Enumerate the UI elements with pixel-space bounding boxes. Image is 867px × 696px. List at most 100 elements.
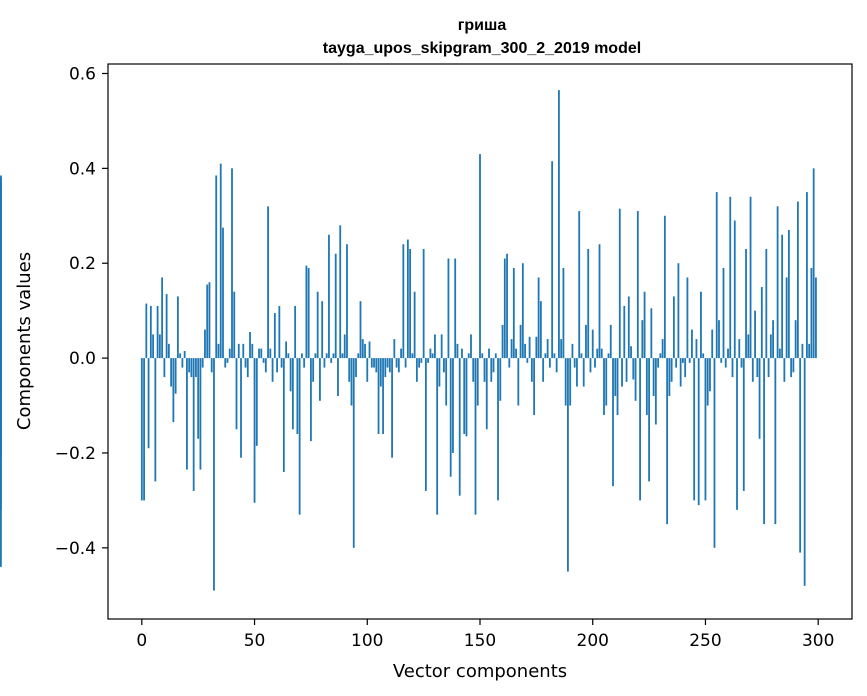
bar-76 — [312, 358, 315, 382]
x-axis-label: Vector components — [393, 661, 567, 682]
bar-181 — [548, 358, 551, 368]
bar-111 — [391, 358, 393, 458]
bar-59 — [273, 313, 276, 359]
bar-14 — [172, 358, 175, 423]
bar-238 — [677, 263, 680, 359]
bar-261 — [729, 196, 732, 359]
bar-43 — [237, 343, 240, 359]
bar-159 — [499, 358, 502, 401]
bar-55 — [264, 358, 267, 373]
bar-263 — [733, 220, 736, 359]
bar-189 — [567, 358, 569, 572]
bar-157 — [494, 353, 497, 359]
bar-16 — [176, 296, 179, 359]
bar-86 — [334, 253, 337, 359]
bar-212 — [618, 208, 621, 359]
y-tick-label: 0.4 — [69, 159, 96, 179]
bar-244 — [691, 329, 693, 359]
bar-19 — [183, 350, 186, 359]
bar-85 — [332, 353, 335, 359]
bar-276 — [763, 358, 765, 525]
bar-30 — [208, 282, 211, 359]
bar-235 — [670, 358, 673, 382]
bar-118 — [406, 239, 409, 359]
bar-167 — [517, 358, 520, 406]
bar-254 — [713, 358, 716, 548]
bar-35 — [219, 163, 222, 359]
bar-199 — [589, 358, 592, 373]
bar-122 — [415, 358, 418, 382]
bar-293 — [801, 343, 804, 359]
bar-70 — [298, 358, 301, 515]
bar-68 — [294, 305, 297, 359]
x-tick-label: 250 — [689, 631, 721, 651]
bar-262 — [731, 358, 734, 378]
bar-8 — [158, 334, 161, 359]
bar-127 — [427, 358, 430, 363]
bar-204 — [600, 348, 603, 359]
x-tick-label: 150 — [464, 631, 496, 651]
bar-251 — [706, 358, 709, 406]
bar-294 — [803, 358, 806, 586]
bar-229 — [657, 358, 660, 368]
bar-239 — [679, 358, 682, 387]
bar-177 — [539, 301, 542, 359]
bar-145 — [467, 353, 470, 359]
bar-287 — [787, 230, 790, 359]
bar-58 — [271, 358, 274, 382]
bar-106 — [379, 358, 382, 387]
bar-20 — [186, 358, 188, 470]
bar-3 — [147, 358, 150, 449]
bar-292 — [799, 358, 802, 553]
bar-29 — [206, 284, 209, 359]
bar-178 — [542, 358, 545, 382]
bar-72 — [303, 358, 306, 368]
bar-90 — [343, 334, 346, 359]
bar-114 — [397, 358, 400, 373]
x-axis-ticks: 0 50 100 150 200 250 300 — [136, 619, 834, 651]
bar-153 — [485, 358, 488, 430]
bar-156 — [492, 358, 495, 373]
bar-67 — [291, 358, 294, 430]
bar-136 — [447, 258, 450, 359]
bar-44 — [240, 358, 242, 458]
bar-223 — [643, 291, 646, 359]
bar-125 — [422, 249, 425, 359]
bar-24 — [195, 358, 197, 378]
bar-undefined — [0, 358, 2, 567]
bar-225 — [648, 358, 650, 482]
bar-209 — [612, 358, 614, 487]
x-tick-label: 50 — [244, 631, 266, 651]
bar-152 — [483, 358, 486, 382]
bar-27 — [201, 358, 204, 368]
bar-245 — [693, 358, 696, 501]
bar-51 — [255, 358, 258, 446]
bar-186 — [560, 339, 563, 359]
bar-218 — [632, 358, 635, 380]
bar-62 — [280, 358, 283, 368]
bar-284 — [781, 234, 784, 359]
bar-149 — [476, 358, 479, 406]
bar-133 — [440, 334, 443, 359]
bar-91 — [346, 244, 348, 359]
bar-105 — [377, 358, 380, 434]
bar-257 — [720, 358, 723, 363]
bar-295 — [806, 192, 808, 359]
bar-39 — [228, 348, 231, 359]
bar-63 — [282, 358, 285, 472]
chart-subtitle: tayga_upos_skipgram_300_2_2019 model — [323, 40, 641, 57]
bar-66 — [289, 358, 292, 392]
bar-146 — [470, 334, 472, 359]
bar-93 — [350, 358, 353, 406]
bar-154 — [488, 348, 490, 359]
bar-134 — [443, 358, 445, 373]
bar-37 — [224, 358, 227, 368]
bar-185 — [558, 90, 560, 359]
bar-129 — [431, 353, 434, 359]
bar-13 — [170, 358, 173, 387]
bar-5 — [152, 334, 154, 359]
bar-227 — [652, 358, 655, 397]
bar-265 — [738, 339, 741, 359]
bar-undefined — [0, 177, 2, 359]
